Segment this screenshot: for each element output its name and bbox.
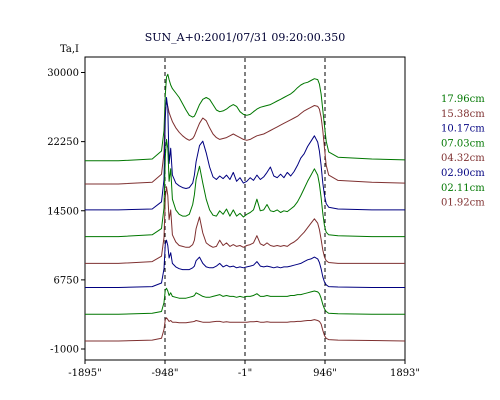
series-group [85, 73, 406, 342]
series-line [85, 73, 406, 162]
y-axis-label: Ta,I [60, 44, 79, 55]
series-line [85, 186, 405, 264]
x-tick-label: 946" [313, 368, 337, 379]
series-line [85, 239, 405, 288]
legend-entry: 02.90cm [441, 168, 485, 179]
x-tick-label: 1893" [390, 368, 420, 379]
legend-entry: 01.92cm [441, 198, 485, 209]
legend-entry: 04.32cm [441, 153, 485, 164]
series-line [85, 317, 406, 342]
legend-entry: 07.03cm [441, 138, 485, 149]
legend: 17.96cm 15.38cm 10.17cm 07.03cm 04.32cm 02.90… [441, 94, 485, 209]
y-tick-label: 30000 [47, 68, 79, 79]
y-tick-label: 14500 [47, 206, 79, 217]
y-tick-label: 6750 [54, 275, 79, 286]
series-line [85, 100, 406, 185]
x-tick-label: -1" [238, 368, 252, 379]
legend-entry: 10.17cm [441, 124, 485, 135]
series-line [85, 97, 405, 211]
y-ticks: 30000 22250 14500 6750 -1000 [47, 68, 85, 356]
x-tick-label: -1895" [68, 368, 101, 379]
x-ticks: -1895" -948" -1" 946" 1893" [68, 360, 420, 379]
y-tick-label: -1000 [50, 345, 79, 356]
legend-entry: 02.11cm [441, 183, 485, 194]
legend-entry: 15.38cm [441, 109, 485, 120]
legend-entry: 17.96cm [441, 94, 485, 105]
x-tick-label: -948" [151, 368, 178, 379]
chart-title: SUN_A+0:2001/07/31 09:20:00.350 [145, 31, 346, 44]
series-line [85, 287, 405, 315]
y-tick-label: 22250 [47, 137, 79, 148]
series-line [85, 138, 405, 238]
